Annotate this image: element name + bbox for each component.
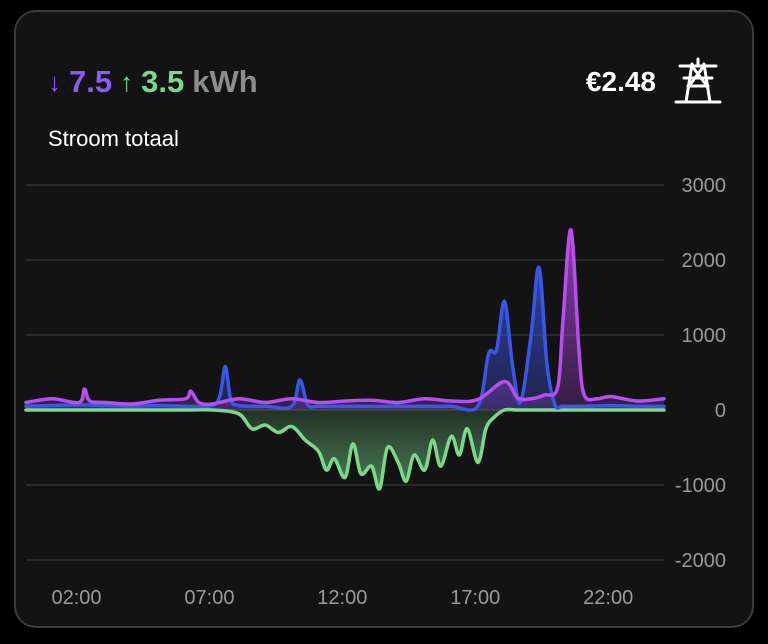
energy-unit: kWh — [192, 64, 258, 99]
y-tick-label: -2000 — [675, 550, 726, 572]
series-line-blue — [24, 265, 666, 412]
x-tick-label: 17:00 — [450, 587, 500, 609]
total-price: €2.48 — [585, 66, 656, 97]
y-tick-label: 3000 — [682, 175, 727, 197]
export-arrow-icon: ↑ — [120, 66, 134, 97]
x-tick-label: 07:00 — [184, 587, 234, 609]
import-value: 7.5 — [69, 64, 113, 99]
export-value: 3.5 — [141, 64, 185, 99]
power-pylon-icon[interactable] — [674, 56, 722, 106]
series-line-green — [24, 407, 666, 491]
energy-card — [14, 10, 754, 628]
series-area-green — [26, 409, 664, 490]
x-tick-label: 22:00 — [583, 587, 633, 609]
chart-subtitle: Stroom totaal — [48, 126, 179, 151]
y-tick-label: 0 — [715, 400, 726, 422]
y-tick-label: -1000 — [675, 475, 726, 497]
x-tick-label: 02:00 — [51, 587, 101, 609]
x-tick-label: 12:00 — [317, 587, 367, 609]
import-arrow-icon: ↓ — [48, 66, 61, 97]
y-tick-label: 2000 — [682, 250, 727, 272]
y-tick-label: 1000 — [682, 325, 727, 347]
series-line-purple — [24, 228, 666, 407]
energy-summary: ↓ 7.5 ↑ 3.5 kWh — [48, 64, 258, 100]
